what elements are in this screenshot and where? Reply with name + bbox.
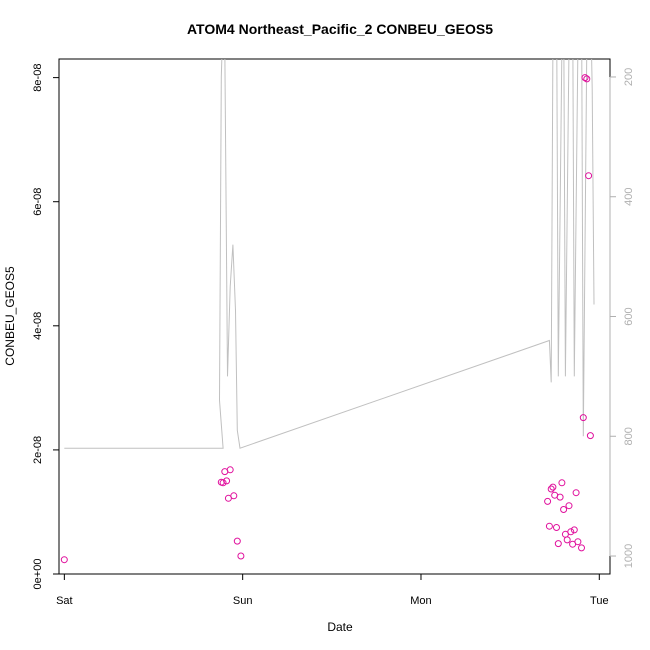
- y2-tick-label: 400: [623, 188, 635, 206]
- data-point: [558, 479, 566, 487]
- x-tick-label: Sat: [56, 595, 73, 607]
- data-point: [572, 489, 580, 497]
- y-tick-label: 0e+00: [32, 559, 44, 590]
- y2-tick-label: 600: [623, 307, 635, 325]
- y2-tick-label: 1000: [623, 544, 635, 568]
- y-tick-label: 4e-08: [32, 312, 44, 340]
- scatter-series: [60, 74, 594, 564]
- chart-title: ATOM4 Northeast_Pacific_2 CONBEU_GEOS5: [187, 21, 493, 37]
- y2-axis: 200 400 600 800 1000: [609, 68, 635, 568]
- data-point: [579, 414, 587, 422]
- y-tick-label: 6e-08: [32, 188, 44, 216]
- x-tick-label: Sun: [233, 595, 253, 607]
- data-point: [586, 432, 594, 440]
- y2-tick-label: 200: [623, 68, 635, 86]
- y-axis: 0e+00 2e-08 4e-08 6e-08 8e-08: [32, 64, 60, 590]
- y-axis-label: CONBEU_GEOS5: [3, 266, 17, 366]
- x-tick-label: Tue: [590, 595, 609, 607]
- data-point: [556, 493, 564, 501]
- data-point: [544, 497, 552, 505]
- data-point: [230, 492, 238, 500]
- data-point: [563, 536, 571, 544]
- data-point: [237, 552, 245, 560]
- plot-frame: [58, 58, 611, 575]
- y2-tick-label: 800: [623, 427, 635, 445]
- data-point: [585, 172, 593, 180]
- data-point: [567, 528, 575, 536]
- data-point: [60, 556, 68, 564]
- data-point: [578, 544, 585, 552]
- x-tick-label: Mon: [410, 595, 431, 607]
- right-axis-line: [64, 59, 595, 449]
- data-point: [233, 537, 241, 545]
- data-point: [560, 506, 568, 513]
- data-point: [549, 483, 557, 491]
- data-point: [545, 522, 553, 530]
- data-point: [570, 526, 578, 534]
- y-tick-label: 2e-08: [32, 436, 44, 464]
- data-point: [547, 485, 555, 493]
- y-tick-label: 8e-08: [32, 64, 44, 92]
- data-point: [553, 524, 560, 531]
- x-axis-label: Date: [327, 620, 353, 634]
- data-point: [574, 538, 582, 546]
- data-point: [223, 477, 231, 485]
- right-axis-line-series: [64, 59, 595, 449]
- data-point: [554, 540, 562, 548]
- data-point: [219, 479, 227, 487]
- data-point: [583, 75, 591, 83]
- data-point: [226, 466, 234, 474]
- data-point: [581, 74, 589, 82]
- data-point: [565, 502, 573, 510]
- x-axis: Sat Sun Mon Tue: [56, 573, 609, 607]
